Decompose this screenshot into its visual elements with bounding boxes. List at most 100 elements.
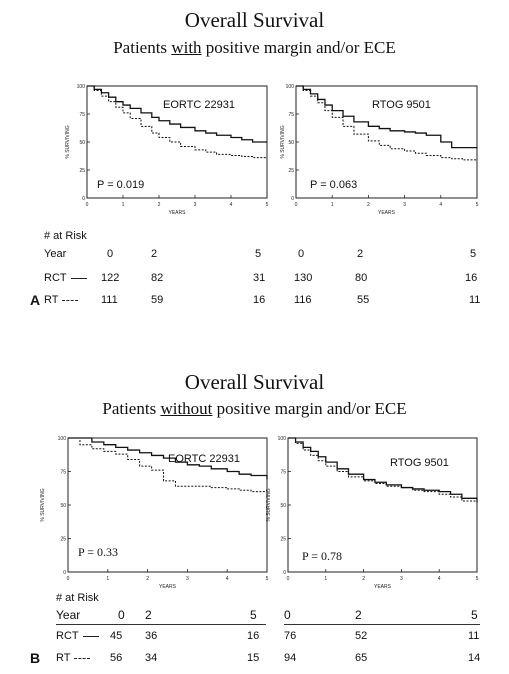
year-label-b: Year [56,608,81,622]
rt-row-label-a: RT [44,294,82,306]
rt-dashed-line-key-b [74,657,91,659]
panel-a-letter: A [30,292,41,308]
rct-b-left-0: 45 [110,630,123,642]
x-axis-label: YEARS [378,210,396,216]
x-axis-label: YEARS [374,584,392,590]
x-tick-label: 1 [331,202,334,208]
year-b-right-2: 2 [355,608,362,622]
x-tick-label: 3 [186,576,189,582]
risk-header-a: # at Risk [44,230,87,242]
year-b-right-5: 5 [471,608,478,622]
rct-a-right-5: 16 [465,272,478,284]
rct-survival-curve [288,437,478,503]
x-tick-label: 0 [86,202,89,208]
rct-solid-line-key [70,277,87,279]
rct-b-left-2: 36 [145,630,158,642]
year-a-right-0: 0 [298,248,305,260]
trial-name-label: EORTC 22931 [168,453,240,465]
x-tick-label: 2 [146,576,149,582]
panel-b-letter: B [30,650,41,666]
panel-b-title: Overall Survival [184,370,325,394]
x-tick-label: 5 [266,202,269,208]
chart-eortc-with-margin: 0 25 50 75 100 0 1 2 3 4 5 YEARS % SURVIVING EORTC 22… [65,84,269,216]
x-tick-label: 0 [67,576,70,582]
x-tick-label: 4 [226,576,229,582]
year-a-right-5: 5 [470,248,477,260]
p-value-label: P = 0.78 [302,549,342,563]
rt-a-left-5: 16 [253,294,266,306]
y-tick-label: 75 [60,470,66,476]
x-tick-label: 3 [194,202,197,208]
y-axis-label: % SURVIVING [280,125,286,158]
rt-b-left-2: 34 [145,652,158,664]
y-tick-label: 50 [280,503,286,509]
x-tick-label: 4 [439,202,442,208]
y-tick-label: 25 [60,537,66,543]
rct-b-right-2: 52 [355,630,368,642]
rct-row-label-a: RCT [44,272,91,284]
trial-name-label: RTOG 9501 [372,99,431,111]
year-a-left-0: 0 [107,248,114,260]
year-b-left-2: 2 [145,608,152,622]
chart-eortc-without-margin: 0 25 50 75 100 0 1 2 3 4 5 YEARS % SURVIVING EORTC 22… [40,436,269,590]
rct-survival-curve [87,85,267,143]
y-tick-label: 50 [79,140,85,146]
rt-a-right-2: 55 [357,294,370,306]
panel-a-subtitle: Patients with positive margin and/or ECE [113,38,396,57]
rt-a-right-5: 11 [469,294,481,306]
rt-a-left-0: 111 [101,294,118,306]
y-tick-label: 0 [63,570,66,576]
y-tick-label: 75 [280,470,286,476]
rt-a-right-0: 116 [294,294,312,306]
y-axis-label: % SURVIVING [40,488,46,521]
x-tick-label: 5 [476,202,479,208]
rt-b-right-0: 94 [284,652,297,664]
year-b-left-0: 0 [118,608,125,622]
x-tick-label: 3 [403,202,406,208]
p-value-label: P = 0.063 [310,179,357,191]
x-tick-label: 1 [106,576,109,582]
y-tick-label: 100 [286,84,295,90]
year-row-underline-left [56,624,266,625]
x-tick-label: 1 [324,576,327,582]
year-b-right-0: 0 [284,608,291,622]
y-tick-label: 25 [280,537,286,543]
rct-b-right-5: 11 [468,630,480,642]
x-tick-label: 2 [158,202,161,208]
rct-a-right-0: 130 [294,272,313,284]
x-tick-label: 0 [287,576,290,582]
year-b-left-5: 5 [250,608,257,622]
chart-rtog-with-margin: 0 25 50 75 100 0 1 2 3 4 5 YEARS % SURVIVING RTOG 950… [280,84,479,216]
year-a-left-2: 2 [151,248,158,260]
x-axis-label: YEARS [169,210,187,216]
rt-a-left-2: 59 [151,294,164,306]
x-axis-label: YEARS [159,584,177,590]
x-tick-label: 3 [400,576,403,582]
rt-b-left-5: 15 [247,652,260,664]
year-a-left-5: 5 [255,248,262,260]
trial-name-label: RTOG 9501 [390,457,449,469]
panel-a-title: Overall Survival [184,8,325,32]
p-value-label: P = 0.33 [78,545,118,559]
x-tick-label: 0 [295,202,298,208]
p-value-label: P = 0.019 [97,179,144,191]
x-tick-label: 2 [367,202,370,208]
y-tick-label: 100 [77,84,86,90]
y-tick-label: 0 [82,196,85,202]
rct-row-label-b: RCT [56,630,103,642]
chart-rtog-without-margin: 0 25 50 75 100 0 1 2 3 4 5 YEARS % SURVIVING RTOG 950… [266,436,479,590]
rt-survival-curve [68,437,268,495]
x-tick-label: 5 [266,576,269,582]
rct-b-right-0: 76 [284,630,297,642]
y-axis-label: % SURVIVING [65,125,71,158]
rt-survival-curve [87,85,267,159]
rct-a-left-0: 122 [101,272,120,284]
rct-a-right-2: 80 [355,272,368,284]
rt-b-left-0: 56 [110,652,123,664]
rt-b-right-2: 65 [355,652,368,664]
trial-name-label: EORTC 22931 [163,99,235,111]
y-tick-label: 75 [79,112,85,118]
x-tick-label: 4 [230,202,233,208]
y-tick-label: 25 [288,168,294,174]
rct-a-left-5: 31 [253,272,266,284]
